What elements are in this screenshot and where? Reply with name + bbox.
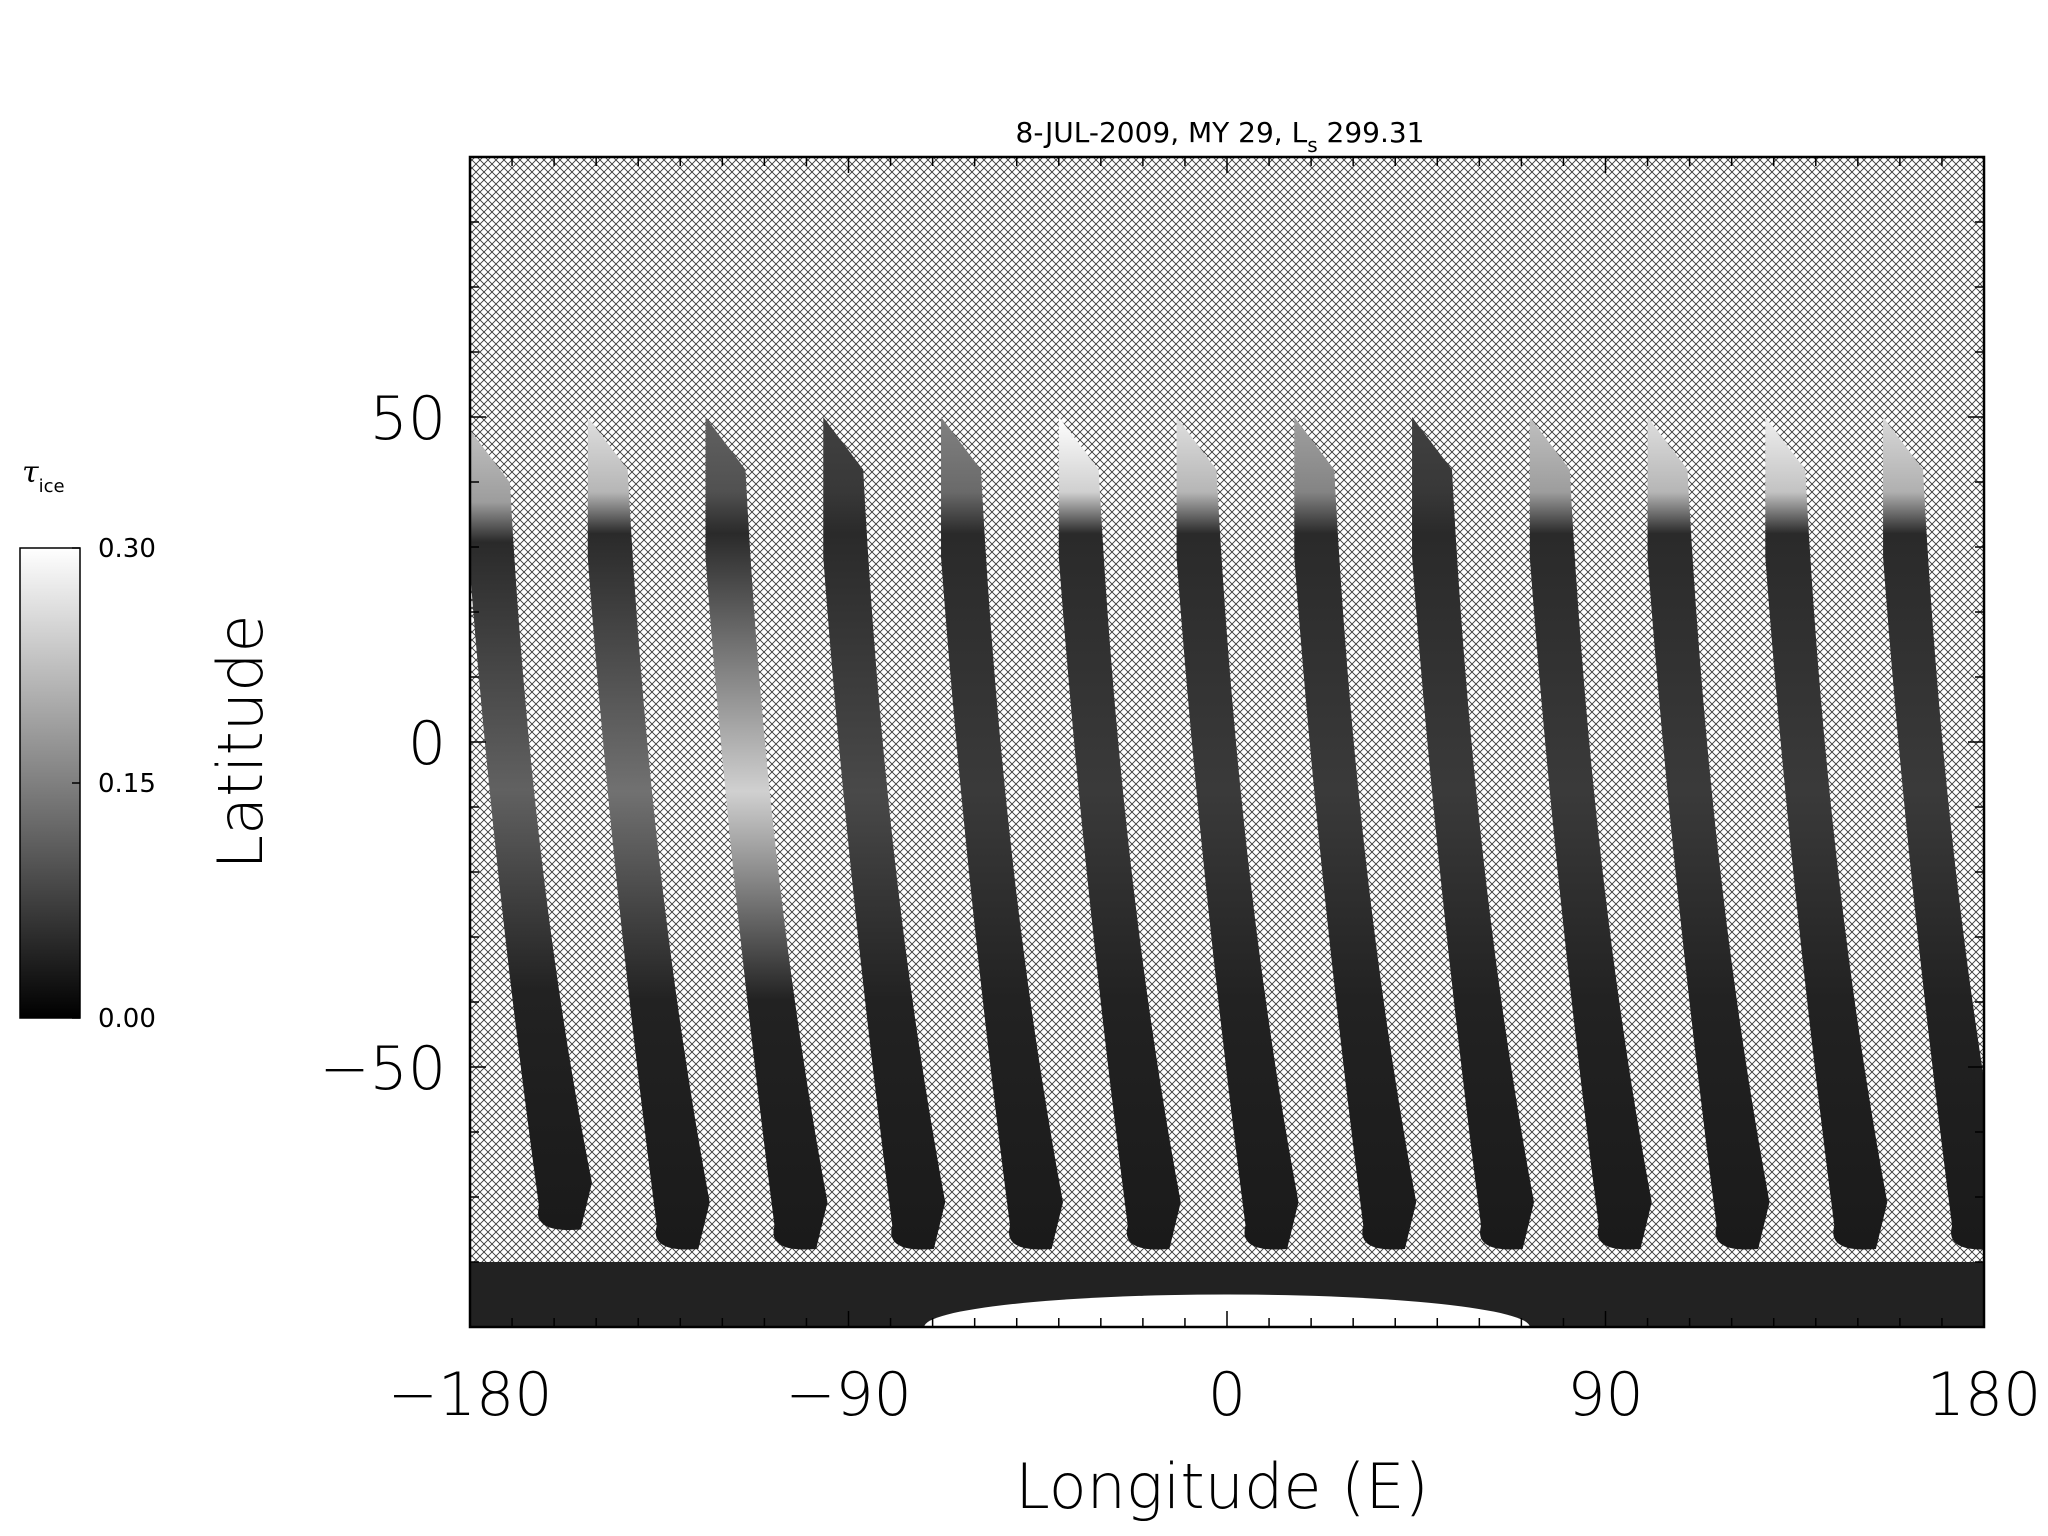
colorbar: τice 0.00 0.15 0.30 — [19, 455, 156, 1034]
swath — [587, 417, 710, 1250]
swath — [705, 417, 828, 1250]
swath — [470, 430, 592, 1231]
x-tick-label: 90 — [1567, 1360, 1643, 1430]
chart-title-end: 299.31 — [1318, 116, 1425, 149]
x-tick-label: −180 — [388, 1360, 553, 1430]
colorbar-gradient — [19, 547, 81, 1019]
colorbar-label-sub: ice — [39, 476, 65, 497]
tick-layer: −180 −90 0 90 180 −50 0 50 — [319, 156, 2042, 1430]
colorbar-label-symbol: τ — [22, 455, 39, 490]
swath — [1294, 417, 1417, 1250]
data-layer — [470, 417, 1984, 1327]
y-tick-label: 50 — [370, 384, 446, 454]
y-axis-label: Latitude — [204, 614, 277, 869]
colorbar-label: τice — [22, 455, 65, 497]
chart-title: 8-JUL-2009, MY 29, Ls 299.31 — [1016, 116, 1425, 157]
swath — [823, 417, 946, 1250]
colorbar-tick-label: 0.30 — [98, 534, 156, 564]
colorbar-tick-label: 0.00 — [98, 1004, 156, 1034]
swath — [1412, 417, 1535, 1250]
x-tick-label: −90 — [785, 1360, 912, 1430]
colorbar-tick-label: 0.15 — [98, 769, 156, 799]
x-tick-label: 0 — [1208, 1360, 1246, 1430]
swath — [1058, 417, 1181, 1250]
colorbar-ticks: 0.00 0.15 0.30 — [72, 534, 156, 1034]
south-polar-bright — [924, 1294, 1530, 1327]
swath — [1176, 417, 1299, 1250]
x-tick-label: 180 — [1927, 1360, 2042, 1430]
x-axis-label: Longitude (E) — [1015, 1450, 1428, 1523]
swath — [1529, 417, 1652, 1250]
chart-title-main: 8-JUL-2009, MY 29, L — [1016, 116, 1308, 149]
swath — [941, 417, 1063, 1250]
y-tick-label: 0 — [408, 709, 446, 779]
swath — [1883, 417, 1984, 1250]
swath — [1647, 417, 1770, 1250]
chart-title-sub: s — [1307, 133, 1317, 157]
swath — [1765, 417, 1888, 1250]
y-tick-label: −50 — [319, 1034, 446, 1104]
